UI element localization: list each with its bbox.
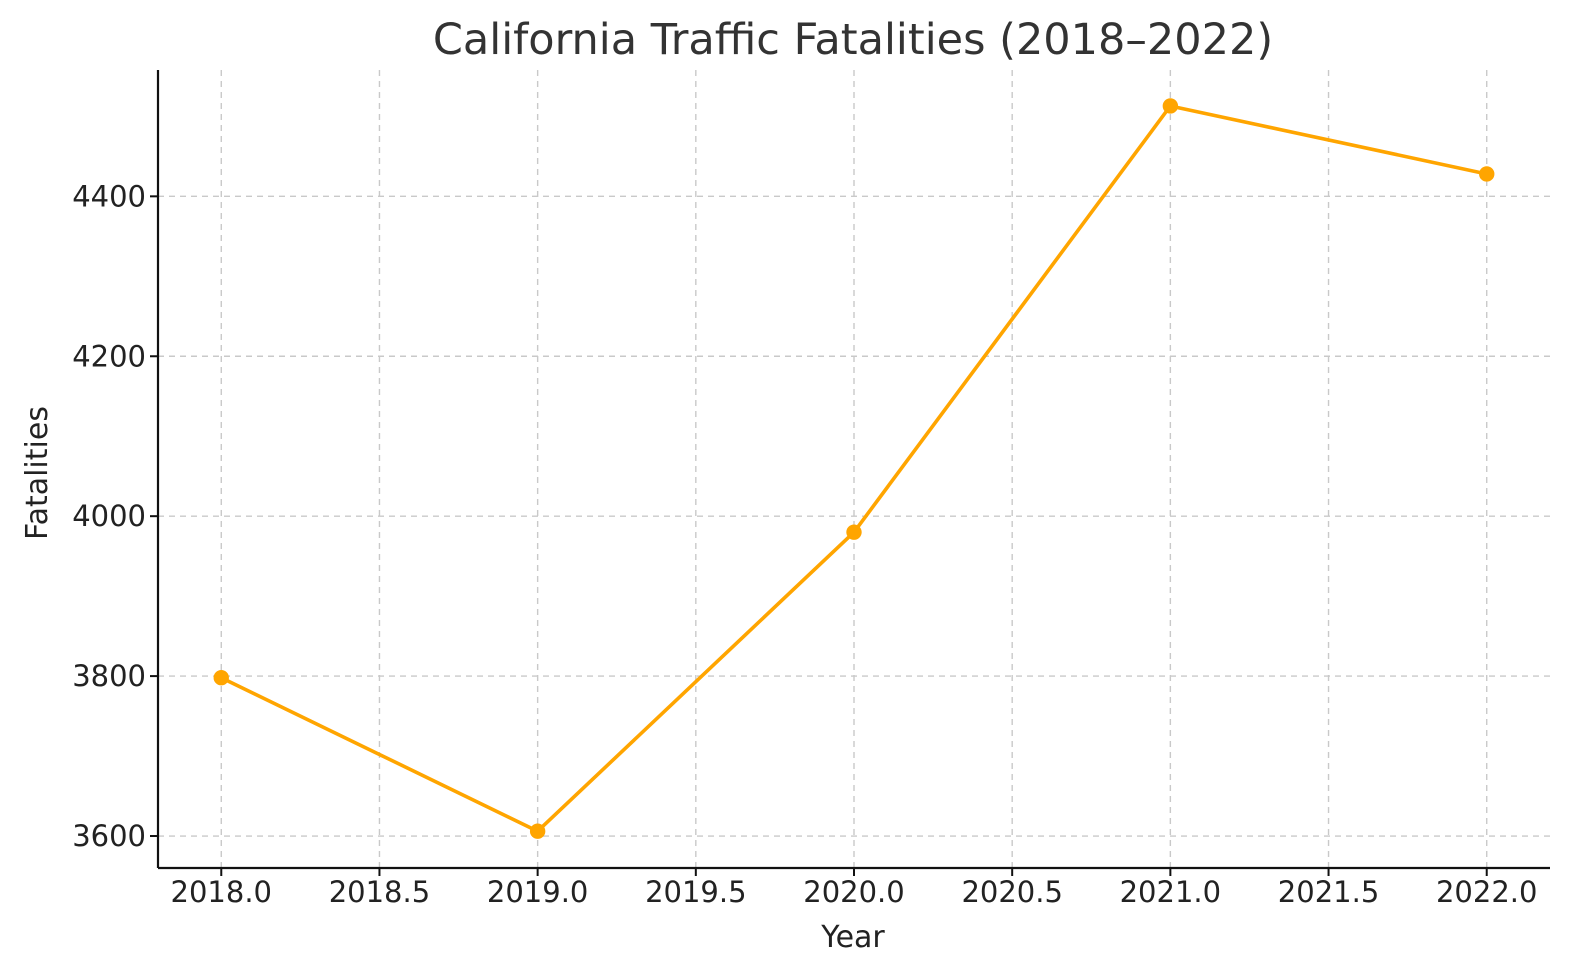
x-axis-label: Year [820, 920, 885, 955]
tick-layer: 2018.0 2018.5 2019.0 2019.5 2020.0 2020.5 2021… [72, 179, 1537, 909]
x-tick-label: 2021.5 [1278, 875, 1379, 909]
y-tick-label: 4000 [72, 499, 146, 533]
x-tick-label: 2018.5 [329, 875, 430, 909]
x-tick-label: 2020.5 [961, 875, 1062, 909]
x-tick-label: 2019.5 [645, 875, 746, 909]
y-tick-label: 4400 [72, 179, 146, 213]
series-layer [213, 98, 1495, 839]
x-tick-label: 2018.0 [171, 875, 272, 909]
x-tick-label: 2022.0 [1436, 875, 1537, 909]
y-tick-label: 3800 [72, 659, 146, 693]
data-point [529, 823, 546, 839]
data-point [1162, 98, 1179, 114]
y-tick-label: 3600 [72, 819, 146, 853]
data-point [213, 670, 229, 686]
data-point [846, 524, 862, 540]
y-axis-label: Fatalities [20, 406, 55, 540]
x-tick-label: 2020.0 [803, 875, 904, 909]
y-tick-label: 4200 [72, 339, 146, 373]
data-point [1479, 166, 1495, 182]
chart-title: California Traffic Fatalities (2018–2022… [433, 15, 1273, 65]
x-tick-label: 2019.0 [487, 875, 588, 909]
grid-layer [158, 70, 1550, 868]
x-tick-label: 2021.0 [1120, 875, 1221, 909]
